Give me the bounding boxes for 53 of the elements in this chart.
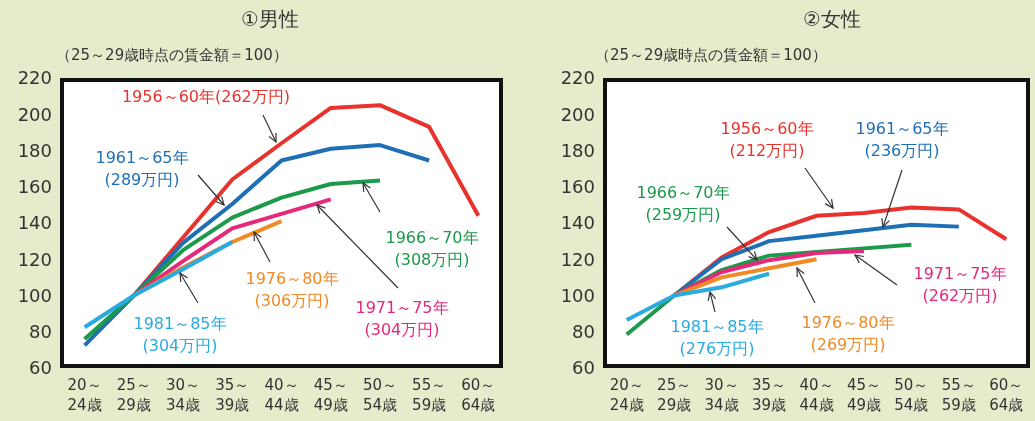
y-tick-label: 120	[560, 248, 595, 270]
text: 1971～75年 (262万円)	[912, 263, 1008, 307]
y-tick-label: 140	[17, 212, 52, 234]
text: 1961～65年 (236万円)	[855, 119, 949, 160]
x-tick-label: 25～ 29歳	[657, 376, 692, 414]
x-tick-label: 20～ 24歳	[67, 376, 102, 414]
y-tick-label: 120	[17, 248, 52, 270]
series-label: 1981～85年 (276万円)	[670, 317, 764, 358]
x-tick-label: 35～ 39歳	[752, 376, 787, 414]
text: 1961～65年 (289万円)	[95, 148, 189, 189]
x-tick-label: 50～ 54歳	[362, 376, 397, 414]
text: 1956～60年 (212万円)	[720, 119, 814, 160]
chart-subtitle: （25～29歳時点の賃金額＝100）	[595, 46, 827, 65]
chart-title: ①男性	[240, 6, 300, 33]
y-tick-label: 100	[17, 284, 52, 306]
x-tick-label: 35～ 39歳	[215, 376, 250, 414]
y-tick-label: 160	[560, 176, 595, 198]
y-tick-label: 80	[29, 321, 52, 343]
y-tick-label: 220	[17, 67, 52, 89]
x-tick-label: 55～ 59歳	[412, 376, 447, 414]
text: 1966～70年 (308万円)	[385, 228, 479, 269]
series-label: 1976～80年 (306万円)	[245, 269, 339, 310]
x-tick-label: 20～ 24歳	[609, 376, 644, 414]
x-tick-label: 45～ 49歳	[313, 376, 348, 414]
line-series	[82, 240, 235, 330]
x-tick-label: 30～ 34歳	[166, 376, 201, 414]
series-label: 1981～85年 (304万円)	[132, 313, 228, 357]
x-tick-label: 45～ 49歳	[846, 376, 881, 414]
series-label: 1956～60年(262万円)	[120, 86, 292, 108]
y-tick-label: 60	[29, 357, 52, 379]
x-tick-label: 60～ 64歳	[461, 376, 496, 414]
chart-subtitle: （25～29歳時点の賃金額＝100）	[56, 46, 288, 65]
y-tick-label: 100	[560, 284, 595, 306]
x-tick-label: 50～ 54歳	[894, 376, 929, 414]
y-tick-label: 140	[560, 212, 595, 234]
x-tick-label: 40～ 44歳	[799, 376, 834, 414]
y-tick-label: 160	[17, 176, 52, 198]
y-tick-label: 180	[17, 139, 52, 161]
text: 1971～75年 (304万円)	[355, 298, 449, 339]
y-tick-label: 200	[17, 103, 52, 125]
y-tick-label: 60	[572, 357, 595, 379]
y-tick-label: 220	[560, 67, 595, 89]
chart-title: ②女性	[802, 6, 862, 33]
x-tick-label: 55～ 59歳	[941, 376, 976, 414]
y-tick-label: 200	[560, 103, 595, 125]
x-tick-label: 30～ 34歳	[704, 376, 739, 414]
x-tick-label: 60～ 64歳	[989, 376, 1024, 414]
y-tick-label: 180	[560, 139, 595, 161]
y-tick-label: 80	[572, 321, 595, 343]
text: 1976～80年 (269万円)	[801, 313, 895, 354]
x-tick-label: 25～ 29歳	[116, 376, 151, 414]
text: 1966～70年 (259万円)	[636, 183, 730, 224]
x-tick-label: 40～ 44歳	[264, 376, 299, 414]
